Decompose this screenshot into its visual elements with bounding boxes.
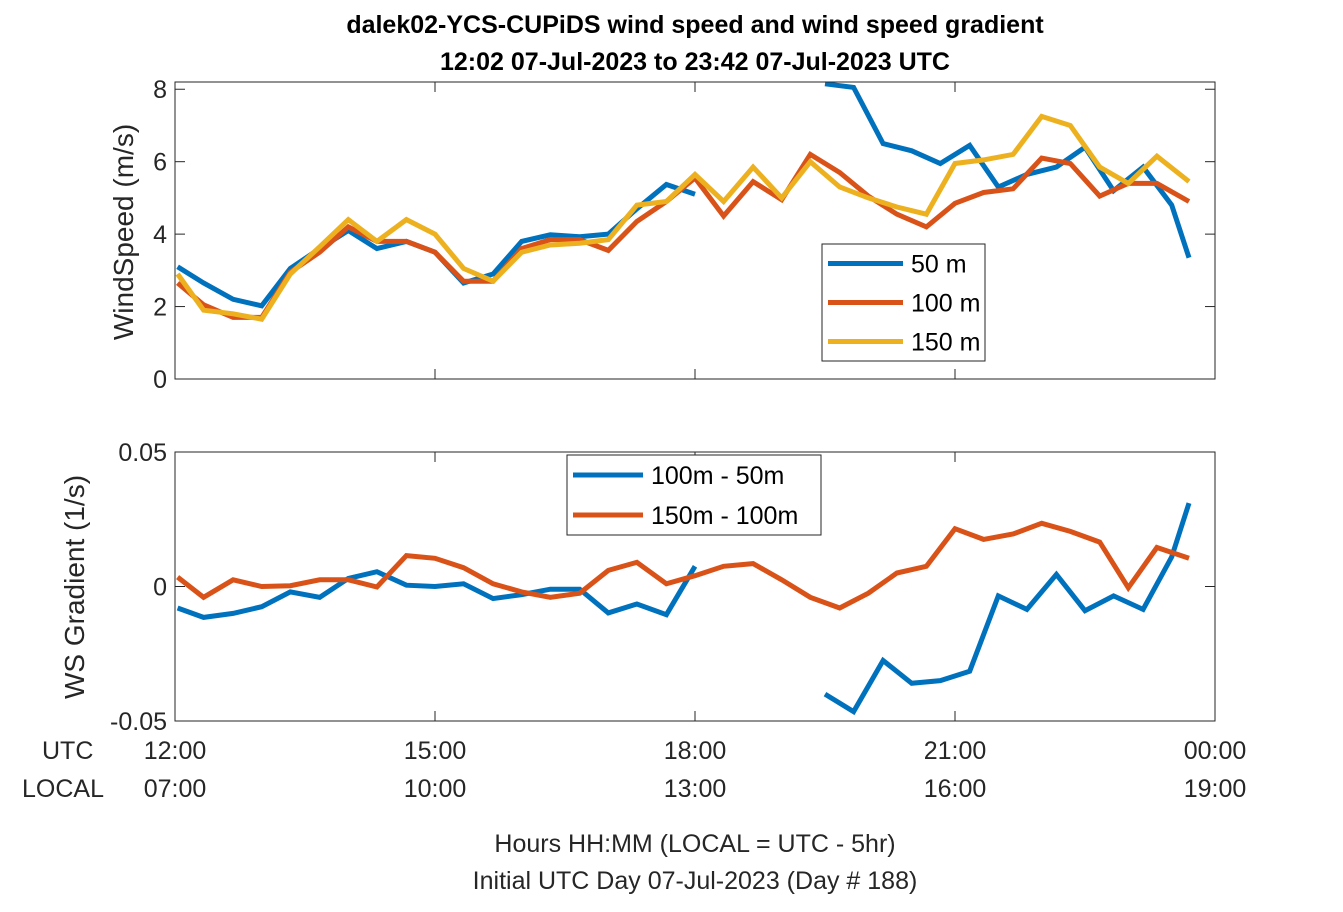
gradient-series-line-2 — [176, 520, 1190, 611]
x-tick-labels: 12:00 07:00 15:00 10:00 18:00 13:00 21:00 16:00… — [144, 737, 1247, 803]
x-tick-label-local: 13:00 — [664, 775, 727, 803]
windspeed-legend-label: 150 m — [911, 329, 980, 357]
gradient-legend-label: 150m - 100m — [651, 502, 798, 530]
windspeed-plot-bg — [175, 82, 1215, 379]
windspeed-plot: 0 2 4 6 8 50 m 100 m 150 m — [153, 76, 1216, 394]
x-row-label-utc: UTC — [42, 737, 93, 765]
windspeed-legend: 50 m 100 m 150 m — [821, 243, 986, 362]
x-row-label-local: LOCAL — [22, 775, 104, 803]
x-axis-label-line2: Initial UTC Day 07-Jul-2023 (Day # 188) — [473, 867, 918, 895]
gradient-legend-box — [566, 454, 822, 536]
x-tick-label-utc: 18:00 — [664, 737, 727, 765]
chart-subtitle: 12:02 07-Jul-2023 to 23:42 07-Jul-2023 U… — [440, 48, 950, 76]
windspeed-y-tick-label: 2 — [153, 294, 167, 322]
x-tick-label-local: 19:00 — [1184, 775, 1247, 803]
windspeed-series-line-3 — [175, 113, 1191, 322]
gradient-legend: 100m - 50m 150m - 100m — [566, 454, 822, 536]
gradient-axes-box — [174, 451, 1216, 722]
windspeed-axes-box — [174, 81, 1216, 380]
windspeed-y-tick-label: 6 — [153, 149, 167, 177]
gradient-y-tick-label: 0.05 — [118, 439, 167, 467]
x-tick-label-local: 07:00 — [144, 775, 207, 803]
gradient-y-axis-label: WS Gradient (1/s) — [59, 475, 90, 699]
gradient-y-tick-label: -0.05 — [110, 708, 167, 736]
chart-title: dalek02-YCS-CUPiDS wind speed and wind s… — [346, 11, 1044, 39]
windspeed-legend-label: 50 m — [911, 251, 967, 279]
windspeed-legend-label: 100 m — [911, 290, 980, 318]
windspeed-y-tick-label: 0 — [153, 366, 167, 394]
x-tick-label-utc: 21:00 — [924, 737, 987, 765]
gradient-legend-label: 100m - 50m — [651, 462, 784, 490]
gradient-plot: -0.05 0 0.05 100m - 50m 150m - 100m — [110, 439, 1216, 736]
x-tick-label-utc: 15:00 — [404, 737, 467, 765]
gradient-series-line-1 — [176, 502, 1192, 716]
x-tick-label-utc: 00:00 — [1184, 737, 1247, 765]
windspeed-y-axis-label: WindSpeed (m/s) — [108, 124, 139, 340]
x-tick-label-utc: 12:00 — [144, 737, 207, 765]
windspeed-y-tick-label: 8 — [153, 76, 167, 104]
x-axis-label-line1: Hours HH:MM (LOCAL = UTC - 5hr) — [494, 830, 895, 858]
gradient-y-tick-label: 0 — [153, 574, 167, 602]
x-tick-label-local: 16:00 — [924, 775, 987, 803]
windspeed-y-tick-label: 4 — [153, 221, 167, 249]
x-tick-label-local: 10:00 — [404, 775, 467, 803]
